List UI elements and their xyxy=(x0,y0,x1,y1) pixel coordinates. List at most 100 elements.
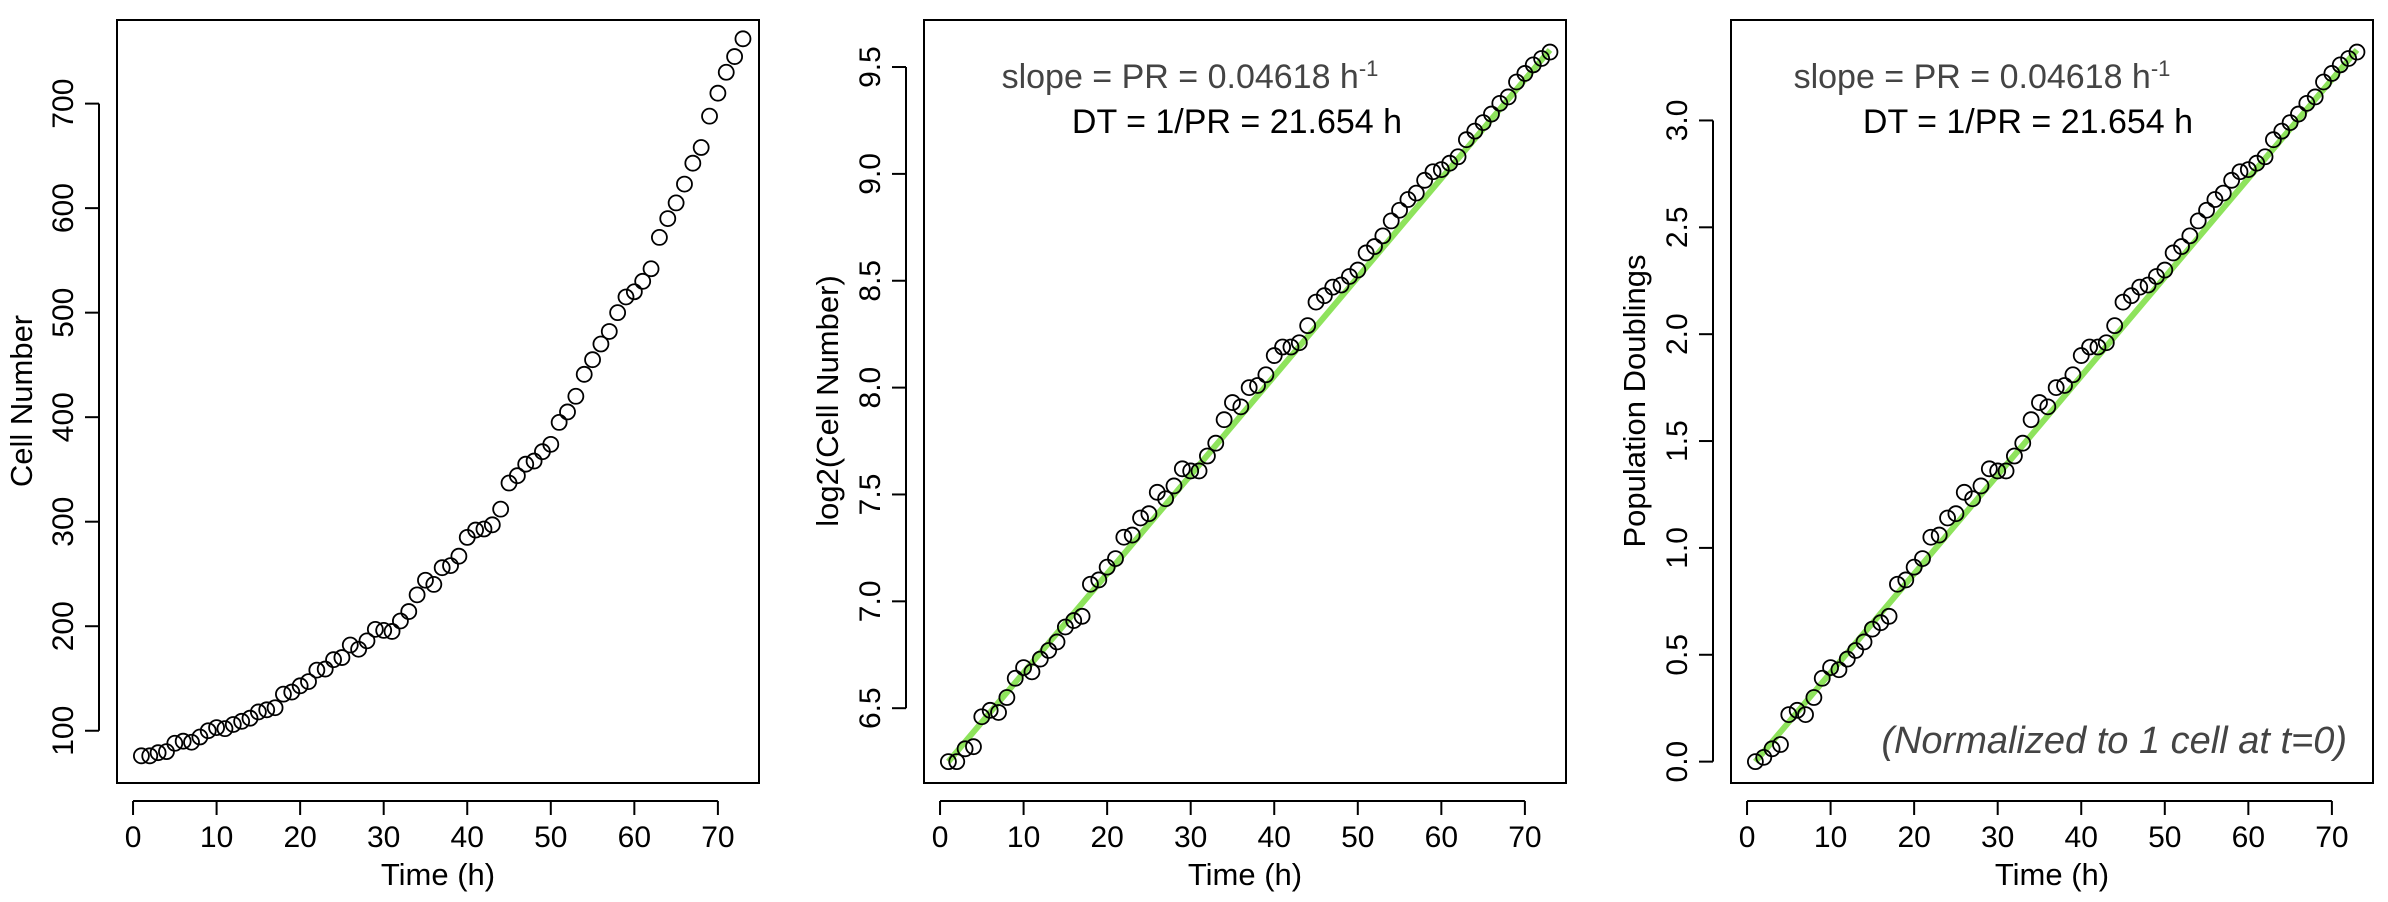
data-point xyxy=(542,435,560,453)
data-point xyxy=(2248,154,2266,172)
data-point xyxy=(174,732,192,750)
data-point xyxy=(258,701,276,719)
data-point xyxy=(1755,748,1773,766)
y-tick-label: 300 xyxy=(47,497,80,547)
data-point xyxy=(2047,379,2065,397)
data-point xyxy=(1797,706,1814,724)
x-tick-label: 10 xyxy=(200,821,233,854)
data-point xyxy=(2340,50,2358,67)
tick-labels: 0 10 20 30 40 50 60 70 100 200 300 400 500 600 700 xyxy=(47,79,735,854)
data-point xyxy=(1491,94,1509,112)
x-tick-label: 70 xyxy=(2315,821,2348,854)
data-point xyxy=(1098,558,1116,576)
tick-labels: 0 10 20 30 40 50 60 70 0.0 0.5 1.0 1.5 2.0 2.5 3.0 xyxy=(1661,100,2349,854)
x-tick-label: 60 xyxy=(1425,821,1458,854)
data-point xyxy=(425,576,443,593)
data-point xyxy=(308,661,326,679)
doubling-time-annotation: DT = 1/PR = 21.654 h xyxy=(1863,103,2193,141)
data-point xyxy=(550,414,568,431)
data-point xyxy=(609,304,627,322)
data-point xyxy=(408,586,426,604)
data-point xyxy=(726,48,744,65)
data-point xyxy=(2006,447,2023,465)
data-point xyxy=(1483,105,1500,123)
data-point xyxy=(450,547,468,565)
data-point xyxy=(634,272,652,290)
data-point xyxy=(1947,505,1965,523)
y-tick-label: 8.5 xyxy=(854,260,887,302)
data-point xyxy=(291,677,309,695)
data-point xyxy=(1499,88,1517,106)
y-tick-label: 2.0 xyxy=(1661,313,1694,355)
data-point xyxy=(1366,238,1383,255)
y-tick-label: 0.5 xyxy=(1661,634,1694,676)
data-point xyxy=(1805,689,1823,706)
data-point xyxy=(1813,669,1831,687)
data-point xyxy=(2031,394,2048,411)
data-point xyxy=(2290,105,2307,123)
data-point xyxy=(191,728,209,746)
data-point xyxy=(1905,558,1923,576)
y-axis-label: Cell Number xyxy=(4,315,39,487)
tick-labels: 0 10 20 30 40 50 60 70 6.5 7.0 7.5 8.0 8.5 9.0 9.5 xyxy=(854,46,1542,854)
data-point xyxy=(1780,706,1798,724)
data-point xyxy=(1980,460,1998,478)
fit-line-group xyxy=(946,47,1553,764)
data-point xyxy=(2256,148,2274,166)
data-point xyxy=(1449,148,1467,166)
data-point xyxy=(2265,131,2282,149)
data-point xyxy=(559,403,576,421)
data-point xyxy=(141,747,159,765)
data-points xyxy=(132,30,752,765)
data-point xyxy=(2231,163,2249,181)
data-point xyxy=(433,559,451,577)
data-point xyxy=(734,30,752,48)
data-point xyxy=(1432,161,1450,179)
data-point xyxy=(1391,201,1408,219)
data-point xyxy=(233,712,251,730)
x-tick-label: 30 xyxy=(1981,821,2014,854)
data-point xyxy=(1939,509,1956,527)
data-point xyxy=(567,387,585,405)
data-point xyxy=(965,738,982,756)
data-point xyxy=(300,673,317,691)
fit-line xyxy=(1753,47,2360,764)
data-point xyxy=(1458,131,1475,149)
x-tick-label: 30 xyxy=(367,821,400,854)
data-point xyxy=(1972,477,1990,495)
data-point xyxy=(2039,398,2057,416)
slope-annotation: slope = PR = 0.04618 h-1 xyxy=(1794,56,2171,96)
data-point xyxy=(1023,663,1041,681)
data-point xyxy=(183,733,200,751)
data-point xyxy=(2181,227,2199,245)
panel-population-doublings: 0 10 20 30 40 50 60 70 0.0 0.5 1.0 1.5 2.0 2.5 3.0 slo… xyxy=(1617,19,2374,892)
fit-line-group xyxy=(1753,47,2360,764)
data-point xyxy=(1307,293,1325,311)
data-point xyxy=(1107,550,1124,567)
data-point xyxy=(1132,509,1149,527)
y-tick-label: 6.5 xyxy=(854,687,887,729)
data-point xyxy=(1399,191,1417,208)
data-point xyxy=(2189,212,2207,230)
data-point xyxy=(2206,191,2224,208)
data-point xyxy=(2348,43,2366,61)
data-point xyxy=(659,210,677,227)
data-point xyxy=(1746,753,1764,771)
data-point xyxy=(1466,122,1484,140)
data-point xyxy=(375,622,393,639)
y-axis-label: log2(Cell Number) xyxy=(810,275,845,527)
data-point xyxy=(1265,347,1283,364)
data-point xyxy=(158,743,175,761)
normalization-note: (Normalized to 1 cell at t=0) xyxy=(1881,720,2347,762)
x-tick-label: 10 xyxy=(1007,821,1040,854)
tick-marks xyxy=(892,66,1526,815)
data-point xyxy=(2281,114,2299,131)
x-tick-label: 60 xyxy=(2232,821,2265,854)
data-point xyxy=(1914,550,1931,567)
data-point xyxy=(1224,394,1241,411)
data-point xyxy=(2164,244,2182,262)
data-point xyxy=(990,704,1007,721)
data-point xyxy=(2106,317,2124,335)
data-point xyxy=(600,323,618,340)
